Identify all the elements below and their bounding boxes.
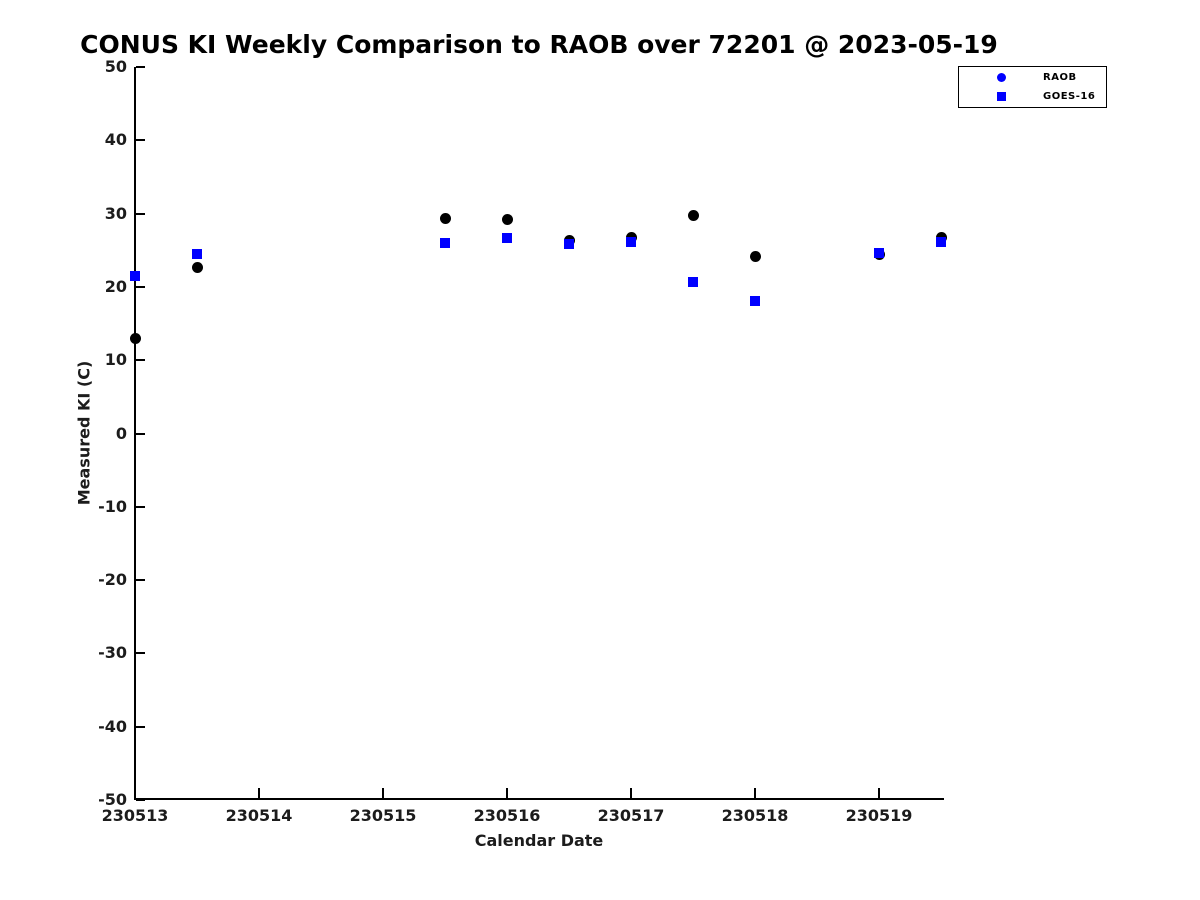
x-tick <box>754 788 756 798</box>
data-point-goes16 <box>688 276 698 287</box>
y-tick-label: 40 <box>104 130 127 150</box>
y-tick-label: 50 <box>104 57 127 76</box>
y-tick <box>136 212 145 215</box>
x-tick-label: 230516 <box>473 806 541 825</box>
data-point-goes16 <box>626 237 636 248</box>
data-point-goes16 <box>130 270 140 281</box>
y-tick-label: -50 <box>98 790 127 809</box>
square-marker-icon <box>996 92 1006 101</box>
y-tick <box>136 359 145 362</box>
chart-title: CONUS KI Weekly Comparison to RAOB over … <box>80 30 998 59</box>
y-tick <box>136 139 145 142</box>
circle-marker-icon <box>996 73 1006 82</box>
x-tick <box>506 788 508 798</box>
x-tick <box>258 788 260 798</box>
data-point-goes16 <box>502 232 512 243</box>
x-axis-spine <box>134 798 944 800</box>
y-tick <box>136 799 145 801</box>
legend-label: RAOB <box>1043 72 1077 83</box>
x-tick <box>878 788 880 798</box>
x-tick-label: 230513 <box>101 806 169 825</box>
data-point-raob <box>439 213 451 225</box>
y-tick-label: 0 <box>115 423 127 443</box>
data-point-raob <box>749 251 761 263</box>
x-tick <box>382 788 384 798</box>
y-tick-label: -10 <box>98 496 127 516</box>
x-tick <box>134 788 136 798</box>
y-tick <box>136 285 145 288</box>
y-tick-label: 20 <box>104 276 127 296</box>
legend: RAOB GOES-16 <box>958 66 1107 108</box>
legend-marker-cell <box>959 92 1043 101</box>
x-tick-label: 230515 <box>349 806 417 825</box>
data-point-goes16 <box>440 237 450 248</box>
y-tick <box>136 432 145 435</box>
y-tick-label: -40 <box>98 716 127 736</box>
data-point-raob <box>129 332 141 344</box>
data-point-raob <box>501 213 513 225</box>
data-point-raob <box>191 261 203 273</box>
legend-marker-cell <box>959 73 1043 82</box>
x-tick-label: 230517 <box>597 806 665 825</box>
x-axis-label: Calendar Date <box>474 831 604 850</box>
y-tick <box>136 652 145 655</box>
data-point-goes16 <box>936 237 947 248</box>
x-tick-label: 230518 <box>721 806 789 825</box>
x-tick-label: 230519 <box>845 806 913 825</box>
y-tick <box>136 725 145 728</box>
legend-label: GOES-16 <box>1043 91 1096 102</box>
legend-item-raob: RAOB <box>959 68 1106 87</box>
y-tick-label: -30 <box>98 643 127 663</box>
y-axis-spine <box>134 67 136 800</box>
y-tick-label: -20 <box>98 570 127 590</box>
y-tick <box>136 579 145 582</box>
y-tick-label: 30 <box>104 203 127 223</box>
legend-item-goes16: GOES-16 <box>959 87 1106 106</box>
data-point-goes16 <box>874 248 884 259</box>
y-tick <box>136 66 145 68</box>
x-tick <box>630 788 632 798</box>
data-point-goes16 <box>750 295 760 306</box>
x-tick-label: 230514 <box>225 806 293 825</box>
data-point-goes16 <box>192 248 202 259</box>
y-tick <box>136 505 145 508</box>
data-point-goes16 <box>564 239 574 250</box>
y-tick-label: 10 <box>104 350 127 370</box>
data-point-raob <box>687 209 699 221</box>
data-point-raob <box>625 231 637 243</box>
